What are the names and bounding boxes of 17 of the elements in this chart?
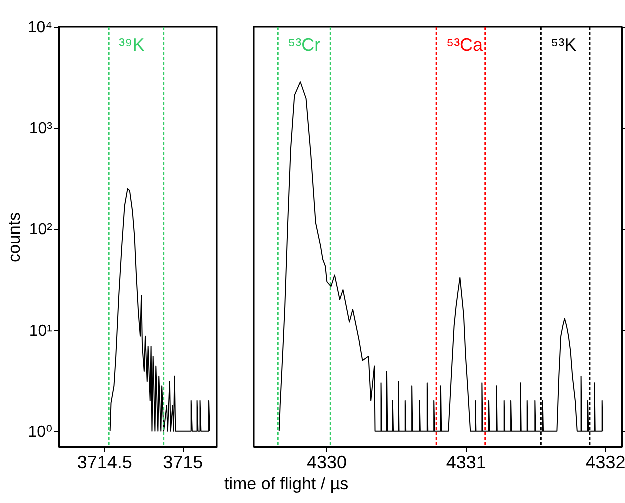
- ref-line-label: ⁵³Cr: [288, 35, 321, 55]
- y-axis-title: counts: [4, 212, 24, 263]
- x-tick-label: 4330: [306, 452, 348, 472]
- ref-line-label: ⁵³Ca: [446, 35, 484, 55]
- x-tick-label: 3714.5: [77, 452, 132, 472]
- x-tick-label: 3715: [163, 452, 204, 472]
- ref-line-label: ³⁹K: [119, 35, 145, 55]
- y-tick-label: 10⁰: [28, 424, 52, 441]
- y-tick-label: 10⁴: [28, 20, 53, 36]
- y-tick-label: 10²: [29, 222, 54, 239]
- x-tick-label: 4332: [586, 452, 625, 472]
- x-axis-title: time of flight / µs: [224, 474, 349, 494]
- x-tick-label: 4331: [446, 452, 486, 472]
- ref-line-label: ⁵³K: [551, 35, 577, 55]
- y-tick-label: 10³: [29, 120, 54, 138]
- y-tick-label: 10¹: [29, 322, 52, 340]
- line-series: [110, 188, 210, 432]
